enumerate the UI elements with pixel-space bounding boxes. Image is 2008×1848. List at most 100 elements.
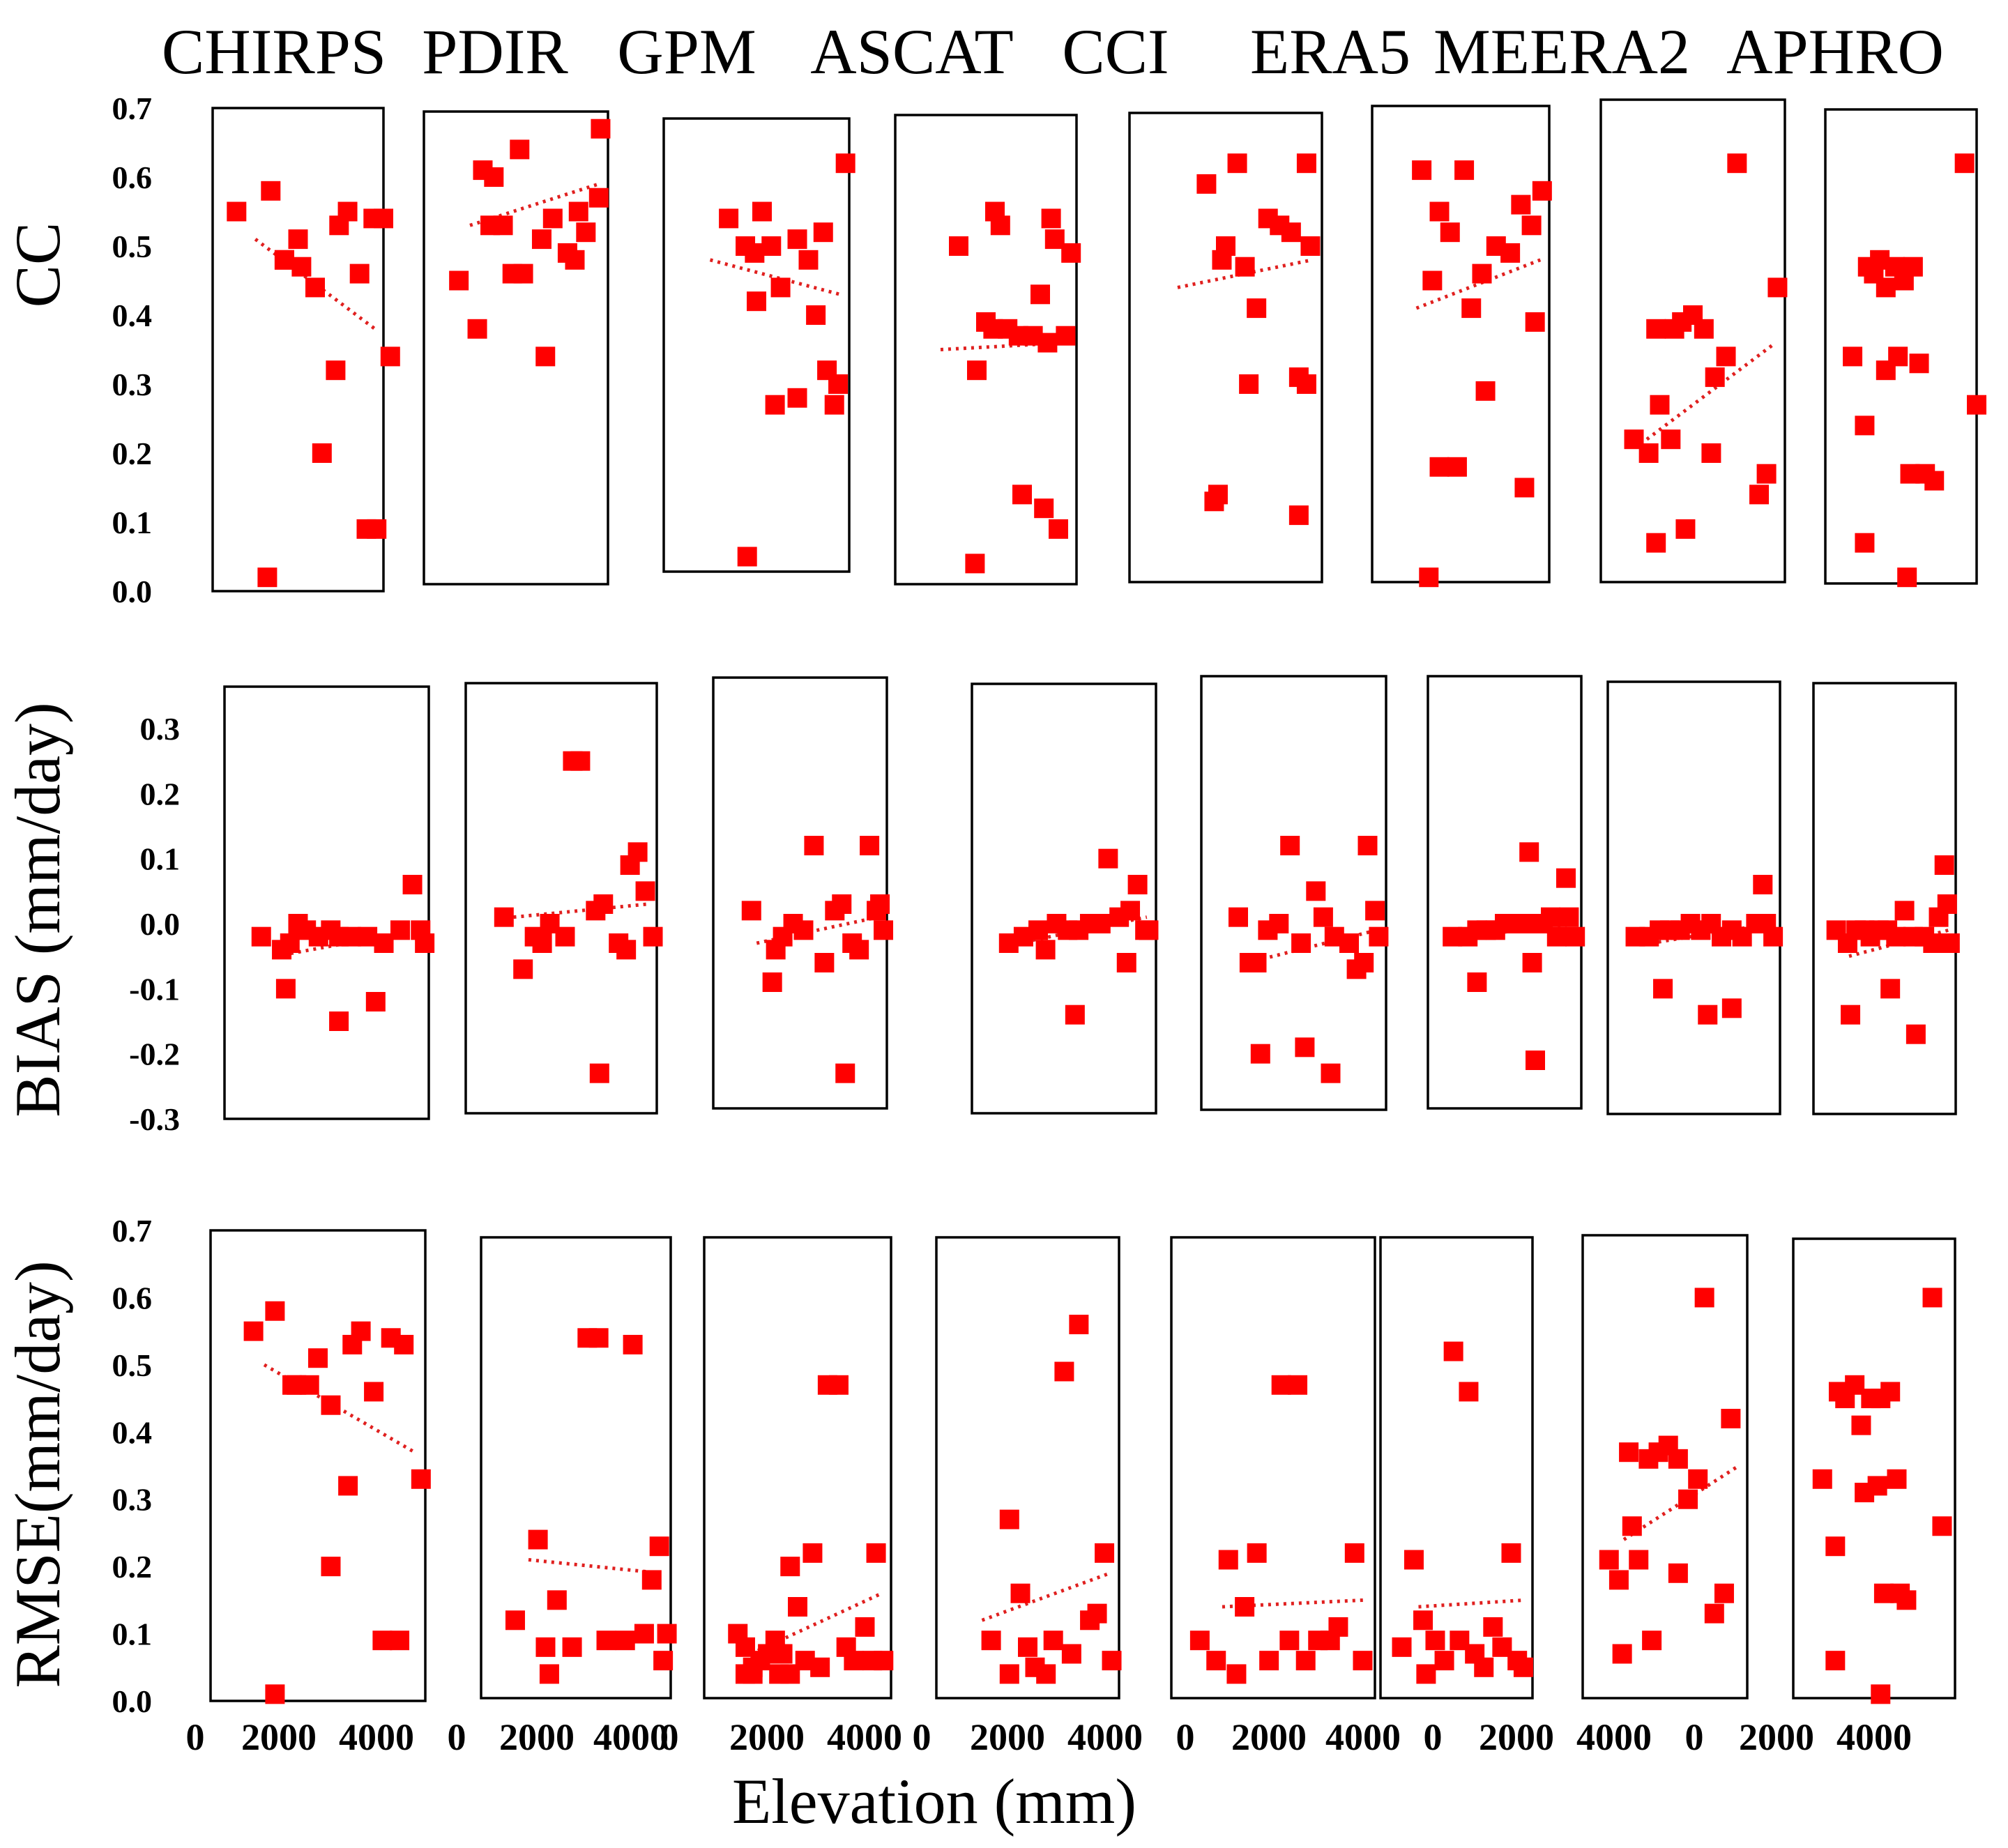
data-point xyxy=(1281,222,1301,243)
data-point xyxy=(1054,1361,1074,1382)
x-tick-label: 2000 xyxy=(1739,1716,1814,1758)
panel-cc-era5 xyxy=(1371,105,1552,588)
data-point xyxy=(1035,940,1056,960)
data-point xyxy=(1753,875,1773,894)
data-point xyxy=(1061,243,1081,263)
data-point xyxy=(1090,914,1111,933)
x-tick-label: 0 xyxy=(913,1716,931,1758)
y-tick-label: -0.2 xyxy=(129,1037,180,1072)
data-point xyxy=(367,519,387,539)
product-label-aphro: APHRO xyxy=(1726,16,1944,87)
x-tick-label: 2000 xyxy=(1231,1716,1307,1758)
data-point xyxy=(1196,174,1217,194)
data-point xyxy=(1404,1550,1424,1570)
data-point xyxy=(275,979,296,999)
data-point xyxy=(1653,979,1673,999)
data-point xyxy=(1876,360,1896,381)
data-point xyxy=(745,243,765,263)
data-point xyxy=(588,1328,609,1348)
data-point xyxy=(1894,901,1915,921)
data-point xyxy=(860,836,880,855)
data-point xyxy=(1189,1631,1210,1651)
data-point xyxy=(251,926,271,947)
x-tick-label: 4000 xyxy=(1576,1716,1652,1758)
data-point xyxy=(1354,953,1374,972)
data-point xyxy=(596,1631,616,1651)
data-point xyxy=(358,926,378,947)
row-cc: CC 0.0 0.1 0.2 0.3 0.4 0.5 0.6 0.7 xyxy=(2,91,1986,609)
data-point xyxy=(1513,914,1533,933)
y-tick-label: 0.5 xyxy=(112,229,153,264)
data-point xyxy=(1716,346,1736,367)
row-rmse: RMSE(mm/day) 0.0 0.1 0.2 0.3 0.4 0.5 0.6 0.7 0 200… xyxy=(2,1213,1956,1758)
data-point xyxy=(1339,933,1359,953)
data-point xyxy=(1239,374,1259,394)
x-tick-label: 0 xyxy=(1176,1716,1195,1758)
panel-frame xyxy=(1379,1236,1534,1700)
data-point xyxy=(747,291,766,312)
panel-rmse-meera2 xyxy=(1581,1234,1749,1700)
data-point xyxy=(390,1631,410,1651)
panel-bias-aphro xyxy=(1812,682,1960,1115)
data-point xyxy=(329,1011,349,1031)
data-point xyxy=(1887,1469,1907,1489)
data-point xyxy=(374,933,394,953)
data-point xyxy=(1954,153,1975,174)
data-point xyxy=(1218,1550,1238,1570)
data-point xyxy=(1034,498,1054,519)
data-point xyxy=(1472,264,1492,284)
panel-bias-cci xyxy=(1200,675,1389,1111)
data-point xyxy=(1704,1603,1724,1624)
data-point xyxy=(1967,395,1986,415)
data-point xyxy=(1871,1684,1891,1704)
panel-frame xyxy=(894,114,1078,586)
data-point xyxy=(832,894,852,914)
data-point xyxy=(870,894,890,914)
data-point xyxy=(1061,1644,1081,1664)
panel-rmse-aphro xyxy=(1792,1237,1956,1704)
panel-frame xyxy=(1792,1237,1956,1700)
data-point xyxy=(1694,1288,1714,1308)
data-point xyxy=(743,1664,763,1684)
data-point xyxy=(568,201,588,222)
data-point xyxy=(1344,1543,1364,1563)
panel-bias-ascat xyxy=(971,682,1159,1115)
data-point xyxy=(1880,1382,1901,1402)
data-point xyxy=(1638,443,1659,463)
data-point xyxy=(257,567,277,588)
data-point xyxy=(1525,312,1545,332)
panel-frame xyxy=(1427,675,1583,1110)
data-point xyxy=(1825,1651,1846,1671)
data-point xyxy=(589,1063,609,1083)
data-point xyxy=(999,1664,1019,1684)
y-tick-label: 0.7 xyxy=(112,1213,153,1248)
data-point xyxy=(227,201,247,222)
data-point xyxy=(810,1657,830,1677)
x-tick-label: 4000 xyxy=(1067,1716,1143,1758)
data-point xyxy=(737,547,757,567)
data-point xyxy=(1392,1637,1412,1657)
data-point xyxy=(719,208,739,229)
panel-frame xyxy=(1170,1236,1376,1700)
y-tick-label: 0.2 xyxy=(112,1549,153,1584)
panel-cc-chirps xyxy=(211,107,400,593)
data-point xyxy=(1511,194,1531,215)
x-tick-label: 0 xyxy=(1685,1716,1704,1758)
data-point xyxy=(1321,1063,1341,1083)
data-point xyxy=(261,181,281,201)
data-point xyxy=(338,1476,358,1496)
data-point xyxy=(1855,415,1875,436)
product-label-gpm: GPM xyxy=(617,16,756,87)
data-point xyxy=(351,1321,371,1341)
data-point xyxy=(374,208,393,229)
data-point xyxy=(1204,491,1224,512)
data-point xyxy=(321,1557,341,1577)
y-tick-label: 0.2 xyxy=(140,776,181,811)
data-point xyxy=(981,1631,1001,1651)
x-axis-label: Elevation (mm) xyxy=(732,1766,1136,1837)
x-tick-label: 2000 xyxy=(241,1716,317,1758)
panel-frame xyxy=(703,1236,892,1700)
data-point xyxy=(1454,160,1475,181)
data-point xyxy=(576,222,596,243)
